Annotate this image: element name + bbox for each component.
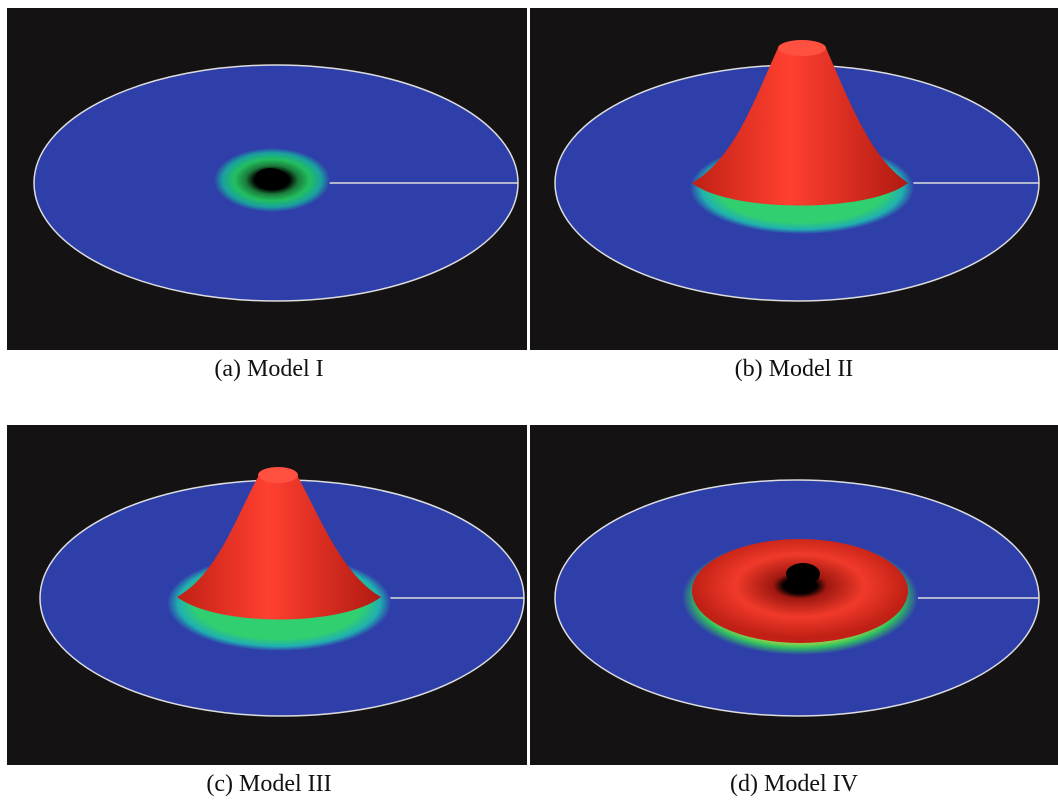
panel-a bbox=[7, 8, 527, 350]
caption: (b) Model II bbox=[594, 356, 994, 383]
panel-c bbox=[7, 425, 527, 765]
caption: (c) Model III bbox=[69, 771, 469, 798]
caption: (a) Model I bbox=[69, 356, 469, 383]
panel-d bbox=[530, 425, 1058, 765]
caption: (d) Model IV bbox=[594, 771, 994, 798]
figure: (a) Model I (b) Model II (c) Model III (… bbox=[0, 0, 1058, 800]
panel-b bbox=[530, 8, 1058, 350]
